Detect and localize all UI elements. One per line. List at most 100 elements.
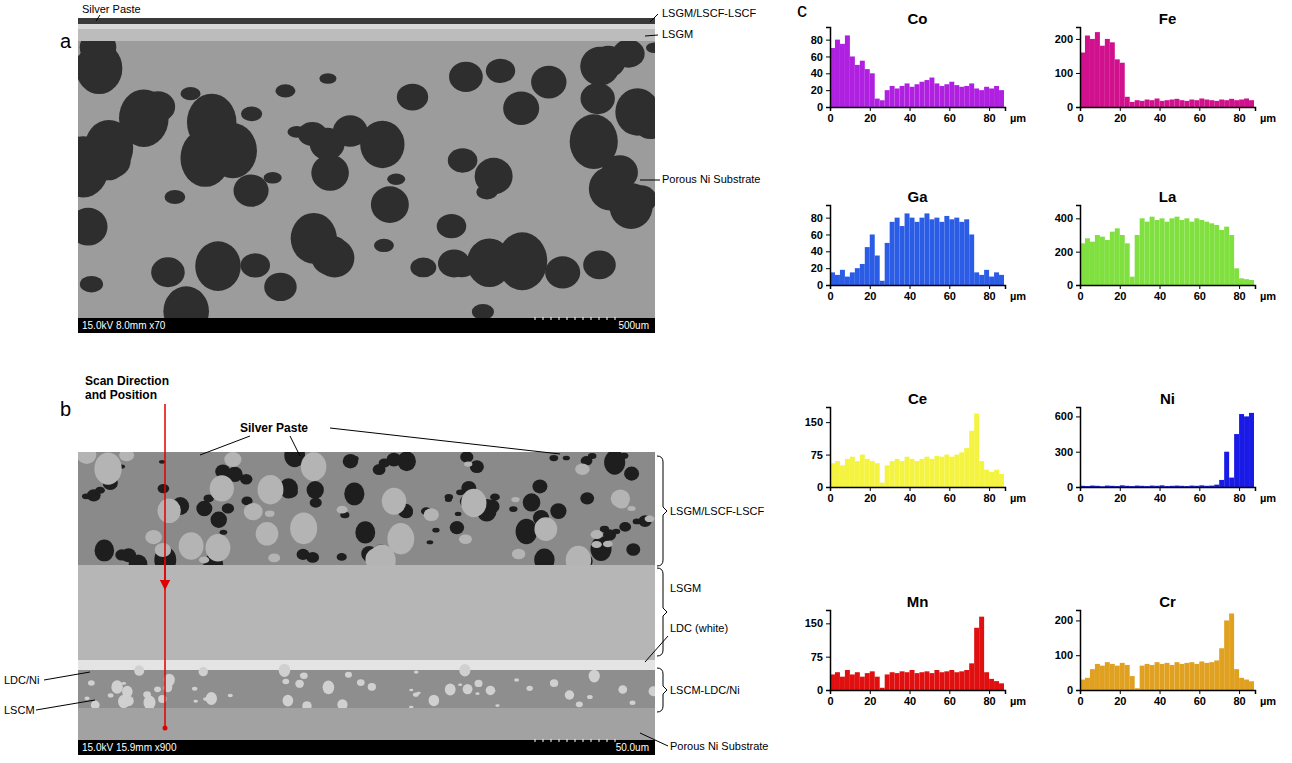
bar xyxy=(1234,100,1239,107)
tick-label: 80 xyxy=(1233,290,1245,302)
bar xyxy=(835,40,840,107)
bar xyxy=(1130,102,1135,107)
bar xyxy=(1219,480,1224,487)
bar xyxy=(979,617,984,690)
bar xyxy=(954,672,959,690)
micrograph-texture xyxy=(626,543,640,556)
micrograph-texture xyxy=(438,250,470,278)
micrograph-texture xyxy=(224,452,241,467)
bar xyxy=(835,461,840,487)
micrograph-texture xyxy=(122,686,133,698)
micrograph-texture xyxy=(115,549,128,560)
bar xyxy=(1095,664,1100,690)
tick-label: 40 xyxy=(1154,492,1166,504)
axis-line xyxy=(1081,286,1256,290)
bar xyxy=(944,671,949,690)
bar xyxy=(1224,620,1229,690)
bar xyxy=(1189,662,1194,690)
tick-label: 0 xyxy=(1077,492,1083,504)
axis-line xyxy=(1076,408,1081,488)
micrograph-texture xyxy=(424,508,439,521)
bar xyxy=(1199,661,1204,690)
tick-mark xyxy=(1239,285,1240,289)
tick-mark xyxy=(910,487,911,491)
micrograph-texture xyxy=(311,155,349,191)
plot-area xyxy=(830,413,1004,487)
tick: 0 xyxy=(827,487,833,504)
tick: 60 xyxy=(944,107,956,124)
tick: 20 xyxy=(864,690,876,707)
bar xyxy=(989,277,994,285)
tick-label: 0 xyxy=(827,290,833,302)
bar xyxy=(860,264,865,285)
micrograph-texture xyxy=(526,686,532,691)
micrograph-texture xyxy=(95,487,105,494)
tick-label: 150 xyxy=(805,617,823,629)
leader-line xyxy=(650,14,658,22)
bar xyxy=(865,673,870,690)
tick-label: 80 xyxy=(811,212,823,224)
scale-bar xyxy=(559,739,560,742)
micrograph-texture xyxy=(618,685,627,694)
tick-mark xyxy=(826,107,830,108)
bar xyxy=(890,222,895,285)
bar xyxy=(1120,235,1125,285)
tick: 200 xyxy=(1055,614,1080,626)
tick-label: 60 xyxy=(811,228,823,240)
micrograph-texture xyxy=(437,214,466,238)
micrograph-texture xyxy=(192,687,198,691)
tick-mark xyxy=(1076,285,1080,286)
bar xyxy=(835,275,840,285)
bar xyxy=(999,90,1004,107)
bar xyxy=(900,86,905,107)
micrograph-texture xyxy=(82,493,90,499)
tick-mark xyxy=(826,487,830,488)
micrograph-texture xyxy=(565,690,574,699)
eds-chart: 020406080020406080µmCo xyxy=(811,10,1027,124)
leader-line xyxy=(200,436,250,455)
bar xyxy=(1234,268,1239,285)
tick-mark xyxy=(830,487,831,491)
micrograph-texture xyxy=(244,503,263,520)
y-axis: 0100200 xyxy=(1055,28,1081,114)
scale-bar xyxy=(575,317,576,320)
bar xyxy=(1244,98,1249,107)
micrograph-texture xyxy=(179,532,204,560)
bar xyxy=(1229,478,1234,487)
bar xyxy=(1234,669,1239,690)
bar xyxy=(1140,101,1145,107)
tick-label: 60 xyxy=(1194,695,1206,707)
tick-label: 0 xyxy=(1077,695,1083,707)
bar xyxy=(1249,100,1254,107)
micrograph-texture xyxy=(187,94,236,151)
tick-mark xyxy=(826,623,830,624)
micrograph-texture xyxy=(165,190,186,204)
bar xyxy=(840,465,845,487)
tick-mark xyxy=(1120,285,1121,289)
axis-line xyxy=(831,286,1006,290)
micrograph-texture xyxy=(264,273,296,301)
micrograph-texture xyxy=(319,73,336,84)
tick-mark xyxy=(870,285,871,289)
bar xyxy=(934,670,939,690)
micrograph-texture xyxy=(141,91,175,122)
bar xyxy=(840,44,845,107)
bar xyxy=(919,459,924,487)
tick-label: 40 xyxy=(904,492,916,504)
micrograph-texture xyxy=(371,186,409,223)
tick-mark xyxy=(826,251,830,252)
scale-bar-label: 500um xyxy=(618,320,649,331)
micrograph-texture xyxy=(368,683,376,691)
tick-mark xyxy=(826,422,830,423)
axis-title: µm xyxy=(1260,492,1276,504)
bar xyxy=(929,459,934,487)
bar xyxy=(870,73,875,107)
tick-mark xyxy=(1120,690,1121,694)
micrograph-texture xyxy=(455,512,462,516)
bar xyxy=(1184,218,1189,285)
tick: 20 xyxy=(1114,285,1126,302)
bar xyxy=(1145,100,1150,107)
scale-bar xyxy=(607,739,608,742)
micrograph-texture xyxy=(143,695,155,709)
bar xyxy=(1209,662,1214,690)
